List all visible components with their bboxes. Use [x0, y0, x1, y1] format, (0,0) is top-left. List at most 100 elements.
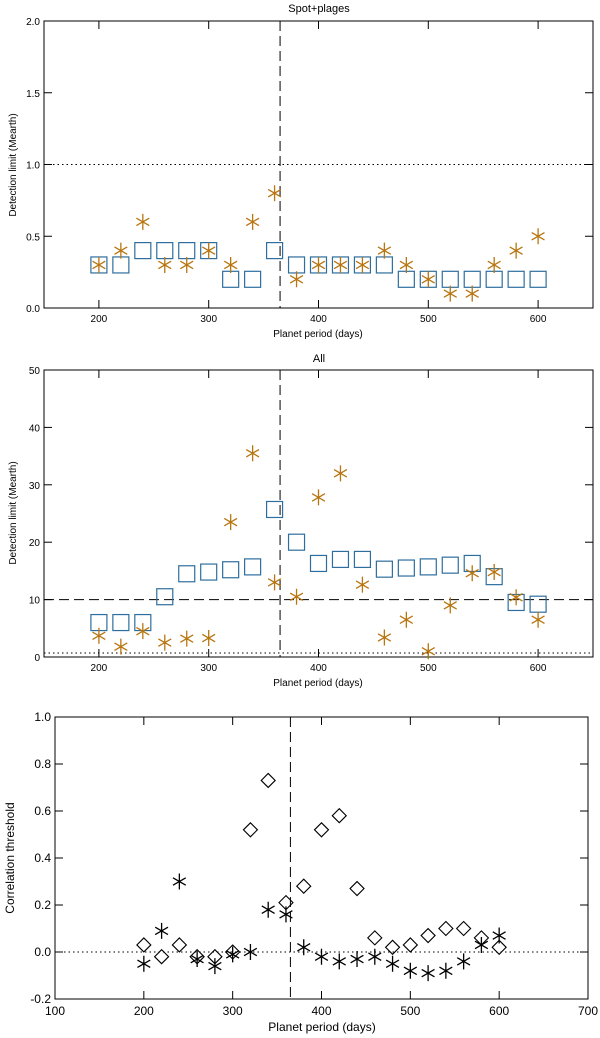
- panel1-star-marker: [136, 213, 150, 230]
- panel2-xtick: 200: [91, 663, 108, 674]
- panel-all: All 200 300 400 500 600 0 10 20 30 40 50…: [8, 353, 594, 689]
- panel2-star-marker: [223, 514, 238, 531]
- panel1-markers: [90, 185, 547, 302]
- panel1-square-marker: [222, 270, 240, 288]
- panel3-star-marker: [243, 944, 258, 960]
- panel2-square-marker: [222, 561, 240, 579]
- panel2-star-marker: [289, 588, 304, 605]
- panel1-xtick: 200: [91, 314, 108, 325]
- panel2-ytick: 30: [29, 481, 41, 492]
- panel2-star-marker: [531, 611, 545, 628]
- panel2-ytick: 10: [29, 596, 41, 607]
- panel2-star-marker: [136, 623, 150, 640]
- panel2-markers: [90, 445, 547, 660]
- panel1-xtick: 600: [530, 314, 547, 325]
- panel3-star-marker: [456, 953, 471, 970]
- panel1-square-marker: [507, 270, 525, 288]
- panel3-star-marker: [492, 927, 506, 944]
- panel2-square-marker: [265, 500, 284, 519]
- panel3-diamond-marker: [349, 880, 365, 897]
- panel1-star-marker: [267, 185, 282, 202]
- panel1-x-axis-label: Planet period (days): [273, 329, 363, 340]
- panel3-ytick: -0.2: [30, 992, 51, 1006]
- panel2-star-marker: [92, 627, 106, 644]
- panel1-ytick: 2.0: [26, 17, 40, 28]
- panel3-markers: [136, 772, 507, 982]
- panel1-square-marker: [485, 270, 503, 288]
- panel2-xtick: 500: [420, 663, 437, 674]
- panel1-ytick: 1.0: [26, 161, 40, 172]
- panel1-star-marker: [399, 256, 414, 273]
- panel2-star-marker: [114, 638, 128, 655]
- panel1-axes: [44, 20, 593, 309]
- panel2-x-tick-labels: 200 300 400 500 600: [91, 663, 547, 674]
- panel1-square-marker: [529, 270, 547, 288]
- panel1-star-marker: [114, 242, 128, 259]
- panel3-diamond-marker: [455, 920, 472, 937]
- panel3-star-marker: [314, 948, 329, 965]
- panel2-square-marker: [200, 563, 218, 581]
- panel2-xtick: 300: [200, 663, 217, 674]
- panel1-star-marker: [443, 285, 457, 302]
- panel2-star-marker: [267, 574, 282, 591]
- panel-correlation: 100 200 300 400 500 600 700 -0.2 0.0 0.2…: [3, 710, 598, 1034]
- panel2-square-marker: [244, 558, 262, 576]
- panel1-star-marker: [201, 242, 216, 259]
- panel3-star-marker: [350, 951, 364, 968]
- panel2-square-marker: [112, 613, 130, 632]
- panel2-star-marker: [201, 630, 216, 647]
- panel3-star-marker: [439, 962, 453, 979]
- panel1-star-marker: [158, 256, 172, 273]
- panel3-xtick: 700: [578, 1004, 598, 1018]
- panel2-square-marker: [331, 550, 350, 569]
- panel3-diamond-marker: [384, 939, 401, 956]
- panel2-star-marker: [355, 576, 370, 593]
- panel2-ytick: 50: [29, 366, 41, 377]
- panel3-diamond-marker: [242, 822, 259, 838]
- panel3-diamond-marker: [171, 937, 188, 953]
- panel2-ytick: 0: [34, 653, 40, 664]
- panel2-square-marker: [178, 565, 196, 583]
- panel2-star-marker: [180, 630, 194, 647]
- panel2-square-marker: [156, 588, 174, 606]
- panel1-square-marker: [397, 270, 415, 288]
- panel2-square-marker: [353, 550, 372, 569]
- panel3-ytick: 1.0: [34, 710, 51, 724]
- panel3-star-marker: [403, 962, 418, 979]
- panel2-star-marker: [487, 564, 501, 581]
- panel3-star-marker: [474, 936, 489, 953]
- panel1-xtick: 300: [200, 314, 217, 325]
- panel2-frame: [43, 369, 594, 658]
- panel1-square-marker: [112, 256, 130, 274]
- panel1-star-marker: [531, 228, 545, 245]
- panel3-diamond-marker: [136, 937, 152, 953]
- panel3-y-axis-label: Correlation threshold: [3, 802, 17, 913]
- panel3-ytick: 0.2: [34, 898, 51, 912]
- panel3-diamond-marker: [295, 878, 312, 894]
- panel2-square-marker: [287, 533, 306, 551]
- panel1-square-marker: [287, 256, 306, 274]
- panel1-title: Spot+plages: [288, 3, 350, 15]
- panel1-star-marker: [465, 285, 479, 302]
- panel3-diamond-marker: [153, 948, 170, 965]
- panel1-star-marker: [355, 256, 370, 273]
- panel3-star-marker: [172, 873, 187, 890]
- panel3-x-tick-labels: 100 200 300 400 500 600 700: [45, 1004, 598, 1018]
- panel3-xtick: 100: [45, 1004, 65, 1018]
- panel1-star-marker: [421, 271, 436, 288]
- panel3-star-marker: [261, 901, 275, 918]
- panel2-star-marker: [377, 629, 392, 646]
- panel3-ytick: 0.4: [34, 851, 51, 865]
- panel1-star-marker: [333, 256, 348, 273]
- panel2-title: All: [313, 353, 325, 365]
- panel1-star-marker: [289, 271, 304, 288]
- panel2-star-marker: [421, 643, 436, 660]
- panel2-square-marker: [309, 554, 328, 573]
- panel1-square-marker: [156, 242, 174, 260]
- panel2-ytick: 20: [29, 538, 41, 549]
- panel1-star-marker: [180, 256, 194, 273]
- panel2-square-marker: [375, 560, 393, 578]
- panel3-xtick: 400: [311, 1004, 331, 1018]
- panel1-star-marker: [509, 242, 523, 259]
